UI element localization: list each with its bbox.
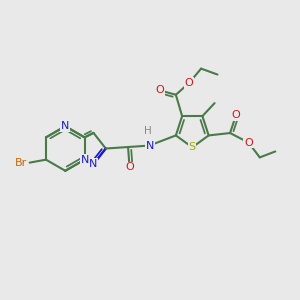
Text: O: O <box>125 162 134 172</box>
Text: N: N <box>80 155 89 165</box>
Text: Br: Br <box>15 158 27 168</box>
Text: H: H <box>144 126 152 136</box>
Text: O: O <box>155 85 164 95</box>
Text: N: N <box>89 159 98 169</box>
Text: O: O <box>185 78 194 88</box>
Text: S: S <box>189 142 196 152</box>
Text: O: O <box>232 110 240 120</box>
Text: N: N <box>146 140 154 151</box>
Text: O: O <box>244 137 253 148</box>
Text: N: N <box>61 121 70 131</box>
